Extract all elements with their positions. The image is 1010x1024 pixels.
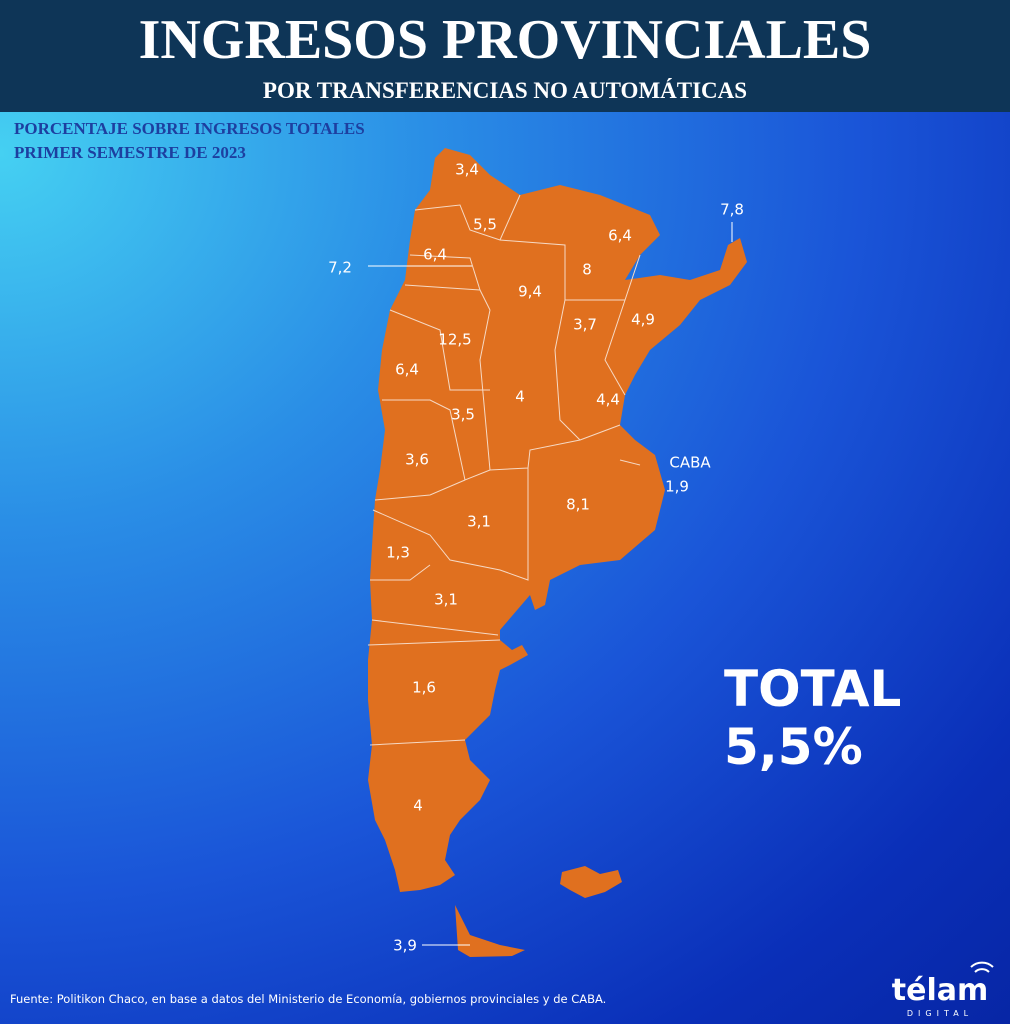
province-value: 8 <box>582 261 592 279</box>
province-value: 6,4 <box>423 246 447 264</box>
province-value: 12,5 <box>438 331 471 349</box>
province-value: 1,9 <box>665 478 689 496</box>
caption-line: PRIMER SEMESTRE DE 2023 <box>14 143 246 162</box>
source: Fuente: Politikon Chaco, en base a datos… <box>10 992 606 1006</box>
province-value: 4 <box>413 797 423 815</box>
province-value: 3,9 <box>393 937 417 955</box>
province-value: 9,4 <box>518 283 542 301</box>
province-value: 7,2 <box>328 259 352 277</box>
province-value: 6,4 <box>608 227 632 245</box>
title: INGRESOS PROVINCIALES <box>139 9 872 71</box>
map-labels: 3,4 5,5 6,4 7,8 6,4 7,2 8 9,4 3,7 4,9 12… <box>328 161 744 955</box>
mainland <box>368 148 747 892</box>
province-value: 6,4 <box>395 361 419 379</box>
header-bar <box>0 0 1010 112</box>
province-value: 1,6 <box>412 679 436 697</box>
province-value: 8,1 <box>566 496 590 514</box>
province-value: 3,1 <box>434 591 458 609</box>
province-value: 4,4 <box>596 391 620 409</box>
logo: télam DIGITAL <box>892 961 994 1018</box>
caption-line: PORCENTAJE SOBRE INGRESOS TOTALES <box>14 119 365 138</box>
logo-name: télam <box>892 973 988 1008</box>
tierra-del-fuego <box>455 905 525 957</box>
province-value: 5,5 <box>473 216 497 234</box>
total-label: TOTAL <box>724 660 901 718</box>
logo-signal <box>970 961 994 973</box>
province-value: 4,9 <box>631 311 655 329</box>
caba-label: CABA <box>669 454 711 472</box>
malvinas <box>560 866 622 898</box>
map <box>367 148 747 957</box>
province-value: 1,3 <box>386 544 410 562</box>
logo-tagline: DIGITAL <box>907 1009 973 1018</box>
subtitle: POR TRANSFERENCIAS NO AUTOMÁTICAS <box>263 78 747 103</box>
total-value: 5,5% <box>724 718 863 776</box>
province-borders <box>367 194 641 746</box>
province-value: 4 <box>515 388 525 406</box>
province-value: 3,5 <box>451 406 475 424</box>
province-value: 3,7 <box>573 316 597 334</box>
province-value: 3,1 <box>467 513 491 531</box>
province-value: 3,6 <box>405 451 429 469</box>
province-value: 3,4 <box>455 161 479 179</box>
province-value: 7,8 <box>720 201 744 219</box>
